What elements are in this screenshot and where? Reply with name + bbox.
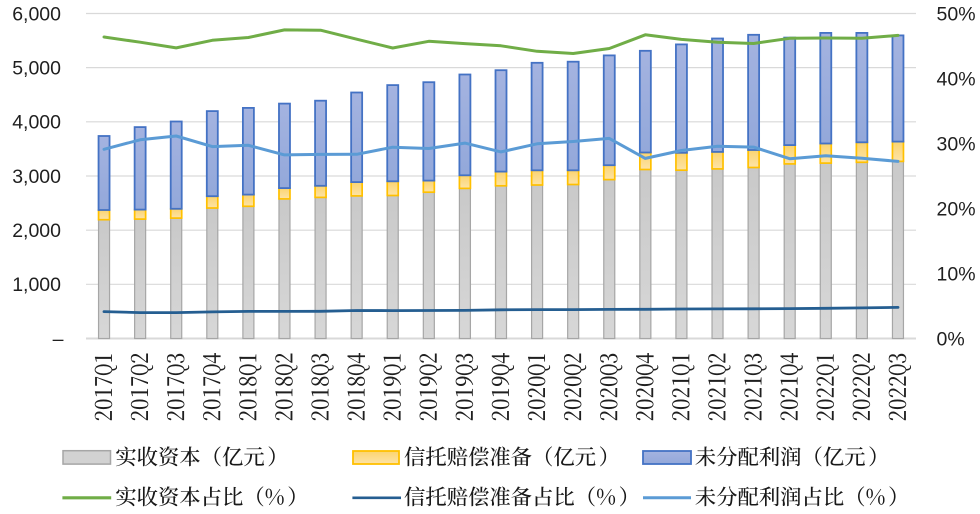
svg-text:–: – bbox=[53, 328, 64, 350]
svg-text:0%: 0% bbox=[937, 328, 965, 350]
svg-text:5,000: 5,000 bbox=[12, 58, 61, 80]
svg-text:10%: 10% bbox=[937, 263, 976, 285]
svg-text:4,000: 4,000 bbox=[12, 112, 61, 134]
svg-text:6,000: 6,000 bbox=[12, 3, 61, 25]
svg-text:2,000: 2,000 bbox=[12, 220, 61, 242]
svg-text:40%: 40% bbox=[937, 68, 976, 90]
svg-text:50%: 50% bbox=[937, 3, 976, 25]
svg-text:1,000: 1,000 bbox=[12, 274, 61, 296]
svg-text:30%: 30% bbox=[937, 133, 976, 155]
svg-text:3,000: 3,000 bbox=[12, 166, 61, 188]
svg-text:20%: 20% bbox=[937, 198, 976, 220]
